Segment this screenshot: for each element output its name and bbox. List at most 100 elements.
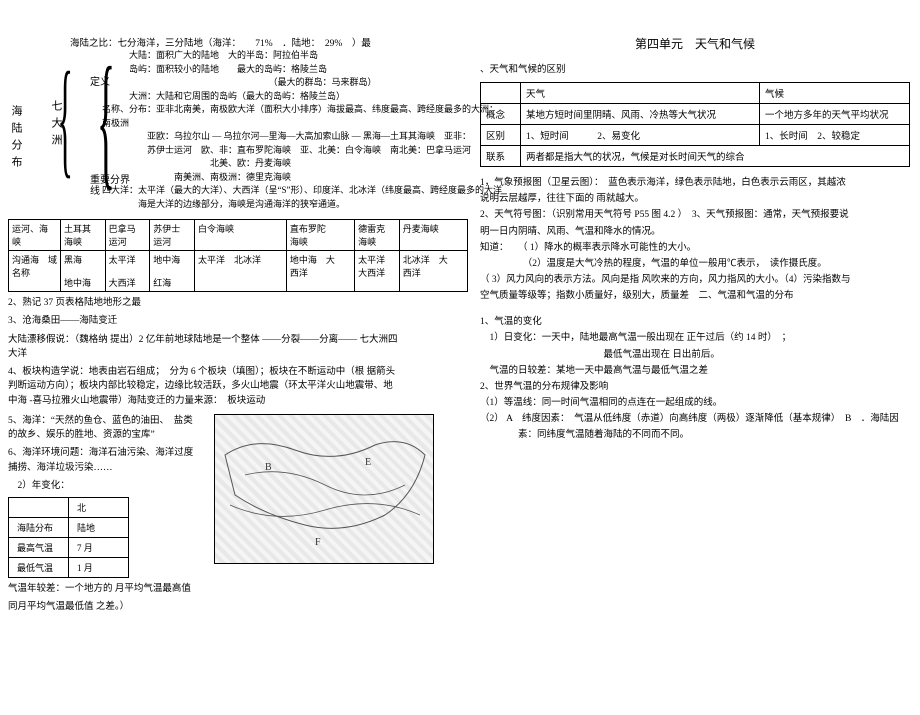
paragraph: 2、世界气温的分布规律及影响 xyxy=(480,379,910,395)
table-row: 区别 1、短时间 2、易变化 1、长时间 2、较稳定 xyxy=(481,125,910,146)
paragraph: 4、板块构造学说：地表由岩石组成； 分为 6 个板块（填图）；板块在不断运动中（… xyxy=(8,365,468,408)
root-label: 海陆分布 xyxy=(8,105,24,173)
strait-table: 运河、海 峡 土耳其 海峡 巴拿马 运河 苏伊士 运河 白令海峡 直布罗陀 海峡… xyxy=(8,219,468,292)
table-header: 直布罗陀 海峡 xyxy=(286,220,354,251)
paragraph: 知道： （ 1）降水的概率表示降水可能性的大小。 xyxy=(480,240,910,256)
table-row: 联系 两者都是指大气的状况，气候是对长时间天气的综合 xyxy=(481,146,910,167)
table-cell: 天气 xyxy=(521,83,760,104)
paragraph: （ 3）风力风向的表示方法。风向是指 风吹来的方向，风力指风的大小。（4）污染指… xyxy=(480,272,910,304)
hierarchy-lines: 大陆：面积广大的陆地 大的半岛：阿拉伯半岛 岛屿：面积较小的陆地 最大的岛屿：格… xyxy=(102,49,468,211)
table-header: 巴拿马 运河 xyxy=(105,220,150,251)
paragraph: （1）等温线：同一时间气温相同的点连在一起组成的线。 xyxy=(480,395,910,411)
table-cell: 7 月 xyxy=(69,538,129,558)
table-cell: 北 xyxy=(69,498,129,518)
map-area: 5、海洋：“天然的鱼仓、蓝色的油田、 盐类 的故乡、娱乐的胜地、资源的宝库” 6… xyxy=(8,414,468,578)
table-cell: 海陆分布 xyxy=(9,518,69,538)
paragraph: 气温的日较差：某地一天中最高气温与最低气温之差 xyxy=(480,363,910,379)
paragraph: 2、天气符号图：（识别常用天气符号 P55 图 4.2 ） 3、天气预报图：通常… xyxy=(480,207,910,239)
table-cell: 气候 xyxy=(760,83,910,104)
table-cell: 最低气温 xyxy=(9,558,69,578)
paragraph: 素：同纬度气温随着海陆的不同而不同。 xyxy=(480,427,910,443)
def-label: 定义 xyxy=(90,73,110,88)
table-header: 运河、海 峡 xyxy=(9,220,61,251)
sub-label: 七大洲 xyxy=(48,100,64,151)
table-cell xyxy=(481,83,521,104)
hier-line: 南极洲 xyxy=(102,117,468,131)
table-row: 最高气温 7 月 xyxy=(9,538,129,558)
svg-text:B: B xyxy=(265,462,272,473)
table-cell: 一个地方多年的天气平均状况 xyxy=(760,104,910,125)
paragraph: 5、海洋：“天然的鱼仓、蓝色的油田、 盐类 的故乡、娱乐的胜地、资源的宝库” xyxy=(8,414,208,443)
hierarchy-diagram: 海陆之比：七分海洋，三分陆地（海洋： 71% ．陆地： 29% ）最 海陆分布 … xyxy=(8,35,468,211)
world-map-image: B E F xyxy=(214,414,434,564)
table-header: 土耳其 海峡 xyxy=(61,220,106,251)
table-cell: 区别 xyxy=(481,125,521,146)
table-row: 北 xyxy=(9,498,129,518)
table-cell: 地中海 红海 xyxy=(150,251,195,292)
section-label: 、天气和气候的区别 xyxy=(480,62,910,78)
table-cell: 太平洋 大西洋 xyxy=(105,251,150,292)
table-cell: 概念 xyxy=(481,104,521,125)
table-header: 白令海峡 xyxy=(194,220,286,251)
hier-line: 岛屿：面积较小的陆地 最大的岛屿：格陵兰岛 xyxy=(102,63,468,77)
paragraph: 1、气温的变化 xyxy=(480,314,910,330)
table-cell: 1、短时间 2、易变化 xyxy=(521,125,760,146)
hier-line: 苏伊士运河 欧、非：直布罗陀海峡 亚、北美：白令海峡 南北美：巴拿马运河 xyxy=(102,144,468,158)
table-cell: 某地方短时间里阴晴、风雨、冷热等大气状况 xyxy=(521,104,760,125)
paragraph: 气温年较差：一个地方的 月平均气温最高值 xyxy=(8,582,468,596)
table-cell: 太平洋 大西洋 xyxy=(355,251,400,292)
hier-line: （最大的群岛：马来群岛） xyxy=(102,76,468,90)
hier-line: 四大洋：太平洋（最大的大洋）、大西洋（呈“S”形）、印度洋、北冰洋（纬度最高、跨… xyxy=(102,184,468,198)
hier-line: 大洲：大陆和它周围的岛屿（最大的岛屿：格陵兰岛） xyxy=(102,90,468,104)
table-cell: 地中海 大 西洋 xyxy=(286,251,354,292)
hier-line: 名称、分布：亚非北南美，南极欧大洋（面积大小排序）海拔最高、纬度最高、跨经度最多… xyxy=(102,103,468,117)
table-row: 概念 某地方短时间里阴晴、风雨、冷热等大气状况 一个地方多年的天气平均状况 xyxy=(481,104,910,125)
table-row: 运河、海 峡 土耳其 海峡 巴拿马 运河 苏伊士 运河 白令海峡 直布罗陀 海峡… xyxy=(9,220,468,251)
brace-icon: { xyxy=(97,45,115,195)
border-label: 重要分界 线 xyxy=(90,175,130,197)
paragraph: 2）年变化： xyxy=(8,479,208,493)
paragraph: 3、沧海桑田——海陆变迁 xyxy=(8,314,468,328)
table-cell: 沟通海 域 名称 xyxy=(9,251,61,292)
map-icon: B E F xyxy=(215,415,433,563)
table-row: 最低气温 1 月 xyxy=(9,558,129,578)
paragraph: 1，气象预报图（卫星云图）： 蓝色表示海洋，绿色表示陆地，白色表示云雨区，其越浓… xyxy=(480,175,910,207)
hier-line: 大陆：面积广大的陆地 大的半岛：阿拉伯半岛 xyxy=(102,49,468,63)
table-header: 苏伊士 运河 xyxy=(150,220,195,251)
paragraph: 6、海洋环境问题：海洋石油污染、海洋过度 捕捞、海洋垃圾污染…… xyxy=(8,446,208,475)
table-cell: 两者都是指大气的状况，气候是对长时间天气的综合 xyxy=(521,146,910,167)
left-column: 海陆之比：七分海洋，三分陆地（海洋： 71% ．陆地： 29% ）最 海陆分布 … xyxy=(8,35,468,615)
paragraph: 2、熟记 37 页表格陆地地形之最 xyxy=(8,296,468,310)
top-ratio-line: 海陆之比：七分海洋，三分陆地（海洋： 71% ．陆地： 29% ）最 xyxy=(70,35,468,49)
paragraph: （2）温度是大气冷热的程度，气温的单位一般用℃表示， 读作摄氏度。 xyxy=(480,256,910,272)
temp-table: 北 海陆分布 陆地 最高气温 7 月 最低气温 1 月 xyxy=(8,497,129,578)
table-row: 海陆分布 陆地 xyxy=(9,518,129,538)
table-header: 德雷克 海峡 xyxy=(355,220,400,251)
table-cell xyxy=(9,498,69,518)
table-cell: 北冰洋 大 西洋 xyxy=(399,251,467,292)
table-cell: 联系 xyxy=(481,146,521,167)
paragraph: （2） A 纬度因素： 气温从低纬度（赤道）向高纬度（两极）逐渐降低（基本规律）… xyxy=(480,411,910,427)
hier-line: 海是大洋的边缘部分，海峡是沟通海洋的狭窄通道。 xyxy=(102,198,468,212)
paragraph: 最低气温出现在 日出前后。 xyxy=(480,347,910,363)
weather-climate-table: 天气 气候 概念 某地方短时间里阴晴、风雨、冷热等大气状况 一个地方多年的天气平… xyxy=(480,82,910,167)
right-column: 第四单元 天气和气候 、天气和气候的区别 天气 气候 概念 某地方短时间里阴晴、… xyxy=(480,35,910,443)
hier-line: 北美、欧：丹麦海峡 xyxy=(102,157,468,171)
table-row: 天气 气候 xyxy=(481,83,910,104)
table-cell: 陆地 xyxy=(69,518,129,538)
paragraph: 大陆漂移假说：（魏格纳 提出）2 亿年前地球陆地是一个整体 ——分裂——分离——… xyxy=(8,333,468,362)
blank-line xyxy=(480,304,910,314)
table-header: 丹麦海峡 xyxy=(399,220,467,251)
table-cell: 1 月 xyxy=(69,558,129,578)
hier-line: 亚欧：乌拉尔山 — 乌拉尔河—里海—大高加索山脉 — 黑海—土耳其海峡 亚非： xyxy=(102,130,468,144)
paragraph: 同月平均气温最低值 之差。） xyxy=(8,600,468,614)
table-cell: 黑海 地中海 xyxy=(61,251,106,292)
hier-line: 南美洲、南极洲：德里克海峡 xyxy=(102,171,468,185)
svg-text:F: F xyxy=(315,537,321,548)
svg-text:E: E xyxy=(365,457,371,468)
unit-title: 第四单元 天气和气候 xyxy=(480,35,910,52)
table-cell: 最高气温 xyxy=(9,538,69,558)
table-cell: 1、长时间 2、较稳定 xyxy=(760,125,910,146)
table-row: 沟通海 域 名称 黑海 地中海 太平洋 大西洋 地中海 红海 太平洋 北冰洋 地… xyxy=(9,251,468,292)
table-cell: 太平洋 北冰洋 xyxy=(194,251,286,292)
